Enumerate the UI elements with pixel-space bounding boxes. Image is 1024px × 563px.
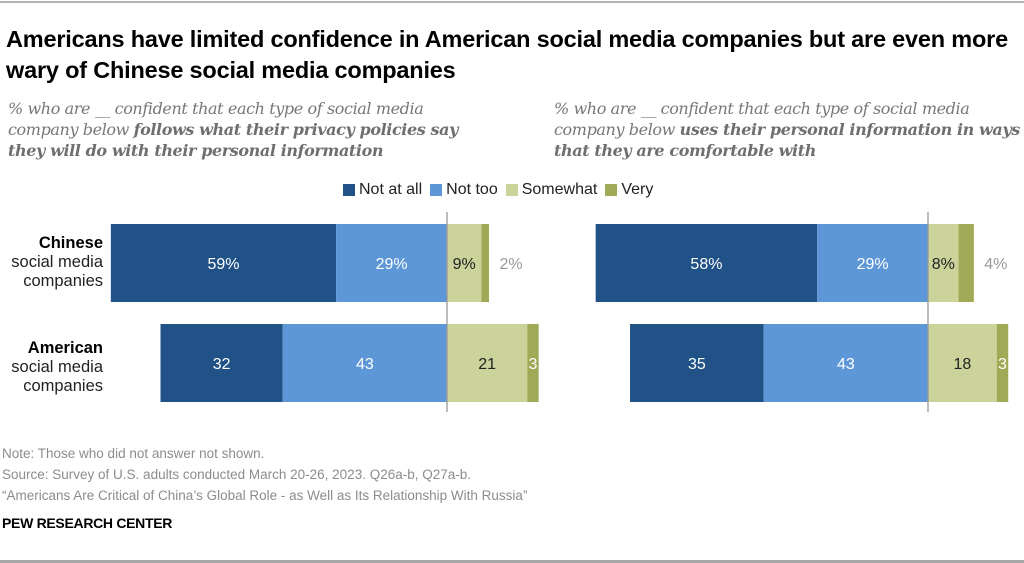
right-subtitle-plain: % who are __ confident that each type of… [554, 99, 970, 139]
bar-not-at-all [595, 224, 818, 302]
data-label: 43 [837, 356, 855, 373]
source-text: Source: Survey of U.S. adults conducted … [2, 467, 472, 482]
right-subtitle-bold: uses their personal information in ways … [554, 120, 1020, 160]
legend-item-somewhat: Somewhat [505, 181, 598, 199]
note-text: Note: Those who did not answer not shown… [2, 446, 265, 461]
data-label: 2% [499, 256, 522, 273]
row-label-american: American social media companies [11, 339, 103, 396]
bar-not-too [763, 324, 928, 402]
data-label: 18 [953, 356, 971, 373]
bar-somewhat [447, 224, 482, 302]
data-label: 3 [528, 356, 537, 373]
data-label: 29% [376, 256, 408, 273]
pew-brand: PEW RESEARCH CENTER [2, 515, 173, 531]
bar-very [481, 224, 490, 302]
bar-very [958, 224, 974, 302]
data-label: 8% [932, 256, 955, 273]
bar-not-at-all [630, 324, 764, 402]
data-label: 59% [208, 256, 240, 273]
data-label: 4% [984, 256, 1007, 273]
row-label-bold: Chinese [38, 234, 103, 252]
legend-swatch [505, 184, 518, 196]
legend-item-very: Very [605, 181, 653, 199]
left-subtitle-plain: % who are __ confident that each type of… [8, 99, 424, 139]
right-panel-subtitle: % who are __ confident that each type of… [554, 98, 1024, 161]
legend-label: Not too [446, 181, 498, 198]
row-label-line: social media [11, 358, 103, 376]
data-label: 29% [857, 256, 889, 273]
bar-very [527, 324, 539, 402]
data-label: 3 [998, 356, 1007, 373]
bar-not-too [282, 324, 447, 402]
bar-not-too [336, 224, 447, 302]
row-label-chinese: Chinese social media companies [11, 234, 103, 291]
row-label-line: social media [11, 253, 103, 271]
legend-label: Not at all [359, 181, 423, 198]
legend-swatch [430, 184, 443, 196]
data-label: 43 [356, 356, 374, 373]
bar-somewhat [928, 224, 959, 302]
bar-not-at-all [110, 224, 337, 302]
chart-title: Americans have limited confidence in Ame… [6, 26, 1008, 83]
bar-very [996, 324, 1009, 402]
data-label: 58% [690, 256, 722, 273]
data-label: 21 [478, 356, 496, 373]
row-label-line: companies [23, 377, 103, 395]
bar-not-too [817, 224, 928, 302]
row-label-bold: American [27, 339, 103, 357]
bar-somewhat [928, 324, 997, 402]
legend-label: Very [621, 181, 654, 198]
data-label: 9% [453, 256, 476, 273]
top-rule [0, 1, 1024, 3]
legend-item-not-too: Not too [430, 181, 498, 199]
legend-label: Somewhat [521, 181, 598, 198]
bar-somewhat [447, 324, 528, 402]
legend-swatch [343, 184, 355, 196]
bar-not-at-all [160, 324, 283, 402]
legend-item-not-at-all: Not at all [343, 181, 422, 199]
footnotes: Note: Those who did not answer not shown… [2, 443, 527, 506]
data-label: 32 [213, 356, 231, 373]
left-panel-subtitle: % who are __ confident that each type of… [8, 98, 488, 161]
left-subtitle-bold: follows what their privacy policies say … [8, 120, 459, 160]
legend: Not at all Not too Somewhat Very [343, 181, 653, 199]
legend-swatch [605, 184, 618, 196]
row-label-line: companies [23, 272, 103, 290]
report-title-text: “Americans Are Critical of China’s Globa… [2, 488, 528, 503]
bottom-rule [0, 560, 1024, 563]
data-label: 35 [688, 356, 706, 373]
